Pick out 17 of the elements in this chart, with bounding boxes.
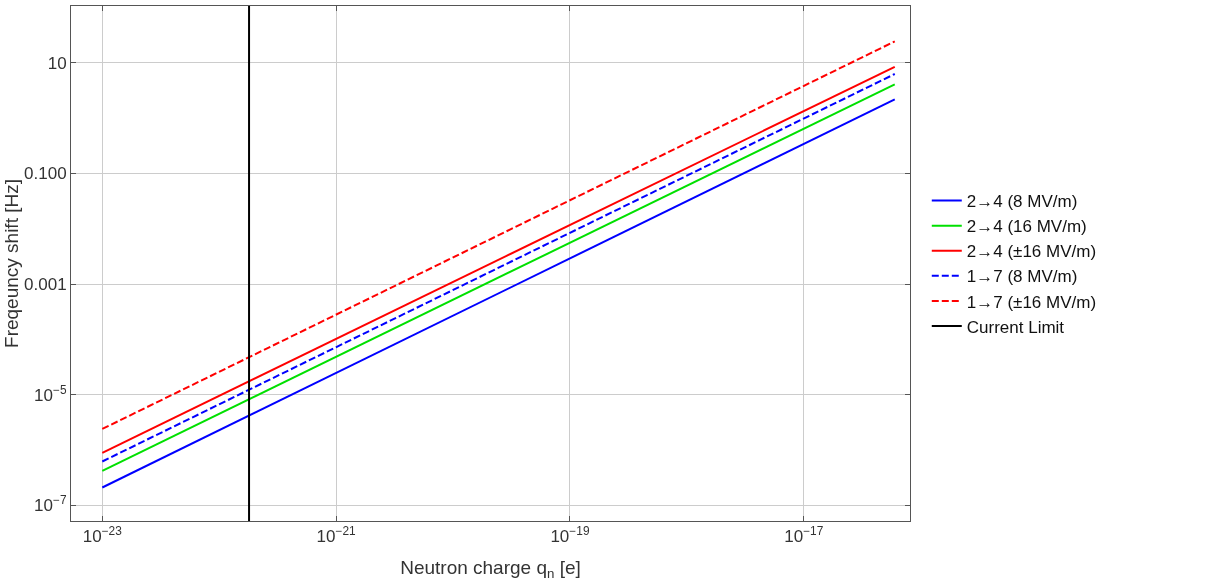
x-tick-label: 10$^{−21}$ (316, 524, 357, 547)
y-tick-label: 0.001 (24, 275, 67, 295)
x-axis-title: Neutron charge q$_{n}$ [e] (400, 557, 581, 581)
legend-label: 2→4 (8 MV/m) (966, 192, 1078, 212)
legend-label: 1→7 (8 MV/m) (966, 267, 1078, 287)
y-tick-label: 10$^{−5}$ (34, 382, 67, 405)
x-tick-label: 10$^{−17}$ (784, 524, 824, 547)
legend-label: 2→4 (16 MV/m) (966, 217, 1087, 237)
y-tick-label: 0.100 (24, 164, 67, 184)
y-tick-label: 10$^{−7}$ (34, 493, 67, 516)
legend-label: 1→7 (±16 MV/m) (966, 292, 1097, 312)
legend-label: 2→4 (±16 MV/m) (966, 242, 1097, 262)
x-tick-label: 10$^{−19}$ (550, 524, 590, 547)
legend-label: Current Limit (966, 317, 1065, 337)
y-axis-title: Freqeuncy shift [Hz] (1, 179, 23, 348)
x-tick-label: 10$^{−23}$ (82, 524, 123, 547)
y-tick-label: 10 (47, 53, 67, 73)
